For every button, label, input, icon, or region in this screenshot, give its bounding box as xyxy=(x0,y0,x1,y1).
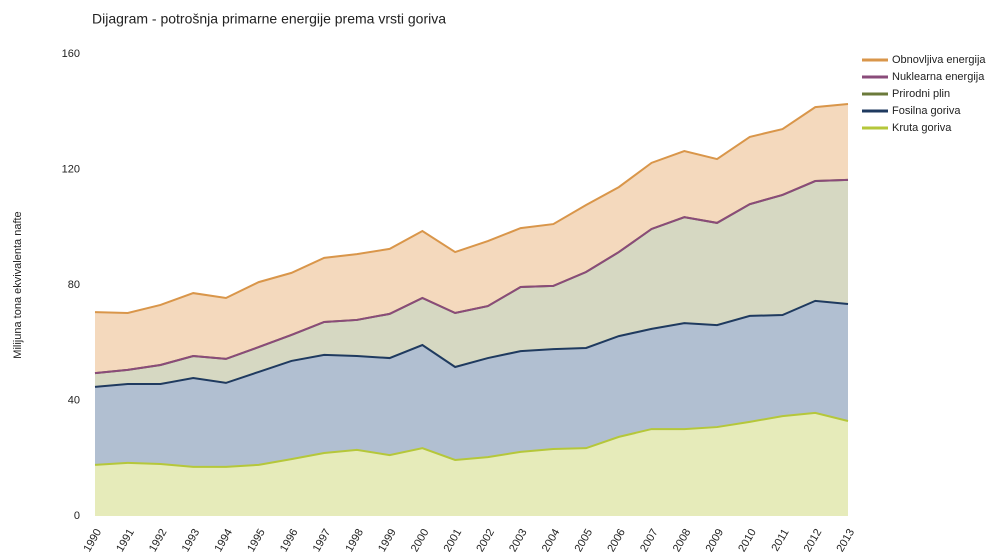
x-tick-label: 2009 xyxy=(704,527,727,554)
legend-label: Prirodni plin xyxy=(892,88,950,100)
area xyxy=(95,103,848,374)
x-tick-label: 1992 xyxy=(147,527,170,554)
x-tick-label: 1993 xyxy=(180,527,203,554)
legend-label: Fosilna goriva xyxy=(892,105,961,117)
chart-title: Dijagram - potrošnja primarne energije p… xyxy=(92,11,446,27)
area xyxy=(95,179,848,387)
x-tick-label: 2003 xyxy=(507,527,530,554)
x-tick-label: 2013 xyxy=(834,527,857,554)
x-tick-label: 1996 xyxy=(278,527,301,554)
x-tick-label: 2002 xyxy=(474,527,497,554)
area xyxy=(95,412,848,516)
y-tick-label: 160 xyxy=(62,48,80,60)
x-tick-label: 2012 xyxy=(802,527,825,554)
legend-label: Nuklearna energija xyxy=(892,71,985,83)
x-tick-label: 2006 xyxy=(605,527,628,554)
area-line xyxy=(94,178,849,375)
x-tick-label: 2007 xyxy=(638,527,661,554)
x-tick-label: 1995 xyxy=(245,527,268,554)
x-tick-label: 2011 xyxy=(769,527,791,553)
y-tick-label: 80 xyxy=(68,279,80,291)
x-tick-label: 2005 xyxy=(573,527,596,554)
area-line xyxy=(94,299,849,388)
x-tick-label: 1990 xyxy=(81,527,104,554)
x-tick-label: 1997 xyxy=(311,527,334,554)
x-tick-label: 2010 xyxy=(736,527,759,554)
y-tick-label: 40 xyxy=(68,394,80,406)
x-tick-label: 2000 xyxy=(409,527,432,554)
area xyxy=(95,300,848,467)
y-axis-label: Milijuna tona ekvivalenta nafte xyxy=(12,211,24,358)
x-tick-label: 2001 xyxy=(442,527,465,554)
x-tick-label: 2008 xyxy=(671,527,694,554)
area-line xyxy=(94,102,849,315)
x-tick-label: 1991 xyxy=(114,527,137,554)
x-tick-label: 1998 xyxy=(343,527,366,554)
area-line xyxy=(94,411,849,468)
x-tick-label: 1994 xyxy=(212,527,235,554)
y-tick-label: 0 xyxy=(74,510,80,522)
y-tick-label: 120 xyxy=(62,163,80,175)
x-tick-label: 2004 xyxy=(540,527,563,554)
x-tick-label: 1999 xyxy=(376,527,399,554)
legend-label: Obnovljiva energija xyxy=(892,54,986,66)
legend-label: Kruta goriva xyxy=(892,122,952,134)
